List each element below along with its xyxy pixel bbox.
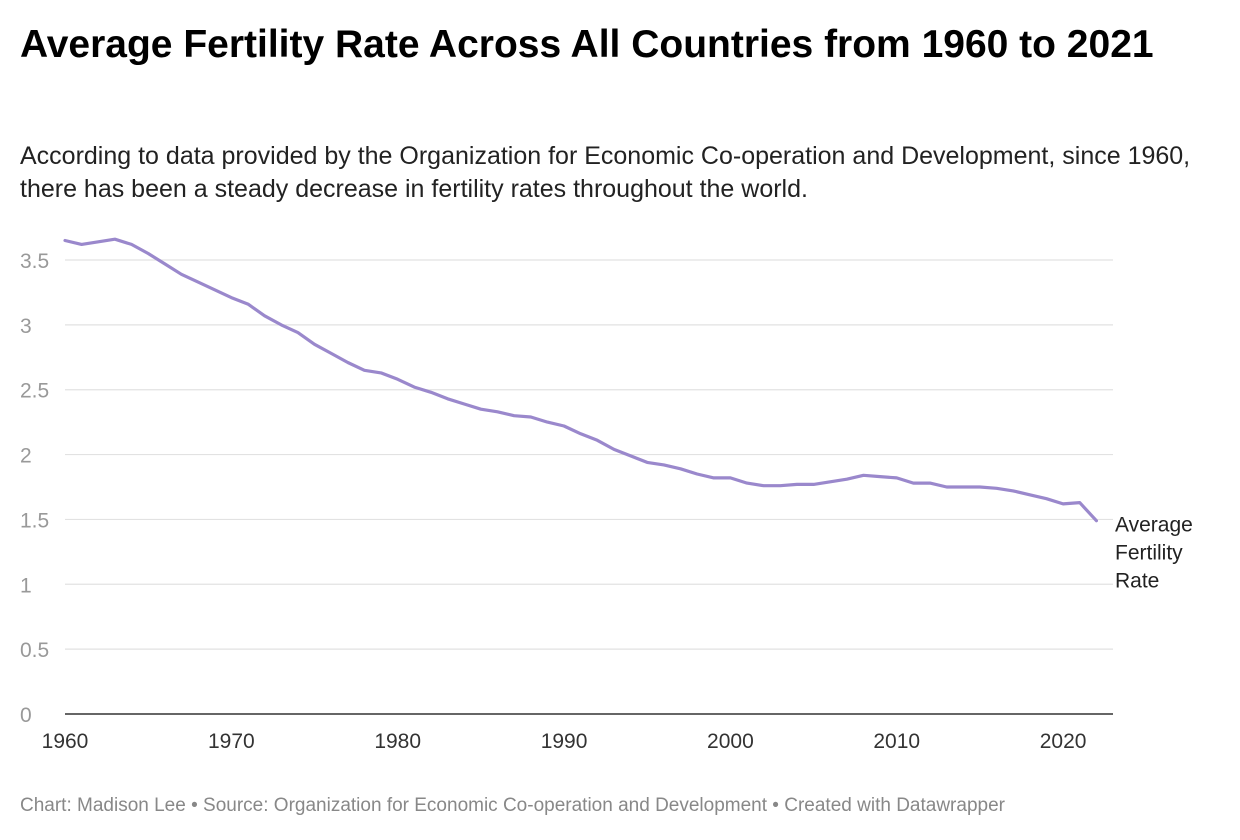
footer-tool: Created with Datawrapper (784, 795, 1005, 816)
footer-separator: • (185, 795, 204, 816)
x-tick-label: 2010 (873, 730, 920, 753)
x-tick-label: 1990 (541, 730, 588, 753)
chart-title: Average Fertility Rate Across All Countr… (20, 23, 1154, 66)
x-tick-label: 2000 (707, 730, 754, 753)
chart-subtitle: According to data provided by the Organi… (20, 142, 1191, 203)
x-tick-label: 1960 (42, 730, 89, 753)
y-tick-label: 2.5 (20, 380, 49, 403)
series-group (63, 237, 1099, 523)
x-tick-label: 2020 (1040, 730, 1087, 753)
line-chart: 0 0.5 1 1.5 2 2.5 3 3.5 1960 1970 1980 1990 2000 201… (20, 237, 1193, 753)
footer-separator-2: • (767, 795, 785, 816)
series-label-line: Average (1115, 514, 1193, 537)
y-tick-label: 1.5 (20, 509, 49, 532)
y-tick-label: 3.5 (20, 250, 49, 273)
y-tick-label: 1 (20, 574, 32, 597)
chart-footer: Chart: Madison Lee • Source: Organizatio… (20, 795, 1005, 817)
series-line (63, 237, 1099, 523)
series-label: Average Fertility Rate (1115, 514, 1193, 593)
series-label-line: Rate (1115, 570, 1159, 593)
y-tick-label: 2 (20, 445, 32, 468)
y-tick-label: 0 (20, 704, 32, 727)
y-axis-ticks: 0 0.5 1 1.5 2 2.5 3 3.5 (20, 250, 49, 727)
x-tick-label: 1980 (374, 730, 421, 753)
footer-source: Source: Organization for Economic Co-ope… (203, 795, 768, 816)
series-label-line: Fertility (1115, 542, 1183, 565)
y-tick-label: 3 (20, 315, 32, 338)
gridlines (65, 259, 1113, 650)
x-tick-label: 1970 (208, 730, 255, 753)
y-tick-label: 0.5 (20, 639, 49, 662)
x-axis-ticks: 1960 1970 1980 1990 2000 2010 2020 (42, 730, 1087, 753)
footer-credit: Chart: Madison Lee (20, 795, 186, 816)
